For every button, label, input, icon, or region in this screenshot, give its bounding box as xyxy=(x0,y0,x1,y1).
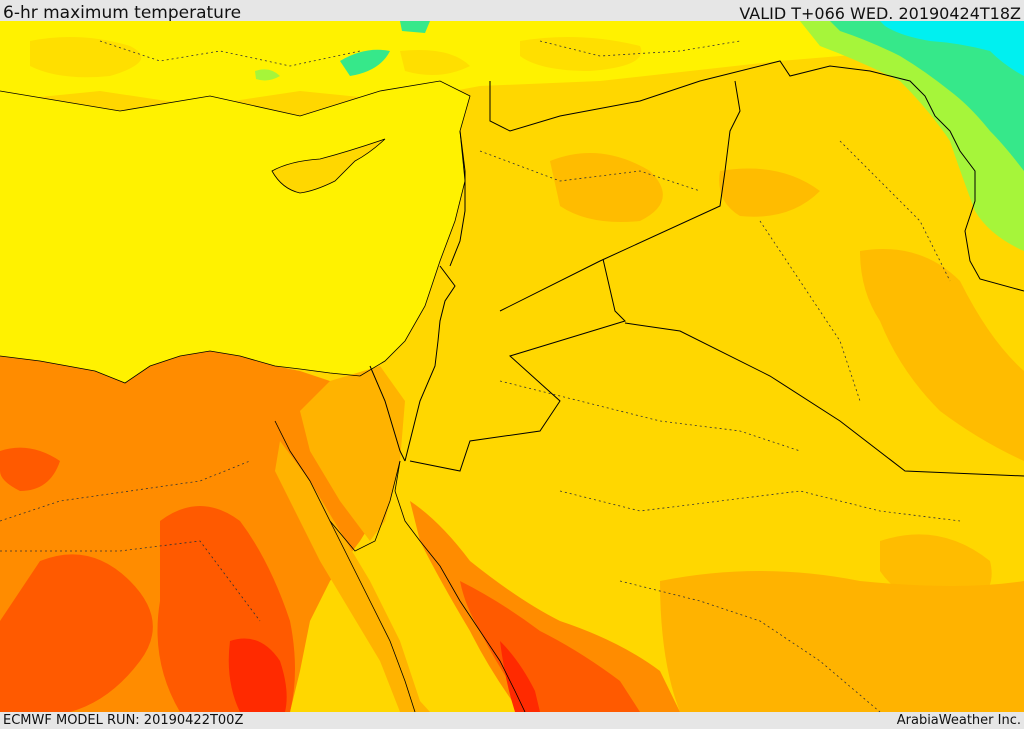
cool-zone-n xyxy=(340,49,390,76)
sinai-warm xyxy=(300,366,405,541)
turkey-warm-patches xyxy=(30,37,642,78)
country-borders xyxy=(369,60,1024,477)
footer-bar xyxy=(0,712,1024,729)
coastlines xyxy=(0,80,526,712)
egypt-very-hot xyxy=(0,447,295,712)
header-bar xyxy=(0,0,1024,21)
turkey-region xyxy=(0,21,1024,106)
credit-label: ArabiaWeather Inc. xyxy=(896,713,1021,728)
map-title: 6-hr maximum temperature xyxy=(3,3,242,23)
cool-zone-n2 xyxy=(255,69,280,81)
temperature-map[interactable] xyxy=(0,21,1024,712)
mediterranean-sea xyxy=(0,81,470,383)
hejaz-hot xyxy=(410,501,680,712)
saudi-warm-se xyxy=(660,571,1024,712)
hejaz-hottest xyxy=(500,641,540,712)
coolest-zone-ne xyxy=(880,21,1024,76)
warm-patches-east xyxy=(550,153,1024,641)
cooler-zone-ne xyxy=(830,21,1024,171)
model-run-label: ECMWF MODEL RUN: 20190422T00Z xyxy=(3,713,244,728)
cyprus xyxy=(271,138,386,194)
hejaz-very-hot xyxy=(460,581,640,712)
valid-time: VALID T+066 WED. 20190424T18Z xyxy=(739,4,1021,23)
cool-zone-n3 xyxy=(400,21,430,33)
egypt-hottest xyxy=(228,638,287,712)
admin-boundaries xyxy=(0,40,961,712)
